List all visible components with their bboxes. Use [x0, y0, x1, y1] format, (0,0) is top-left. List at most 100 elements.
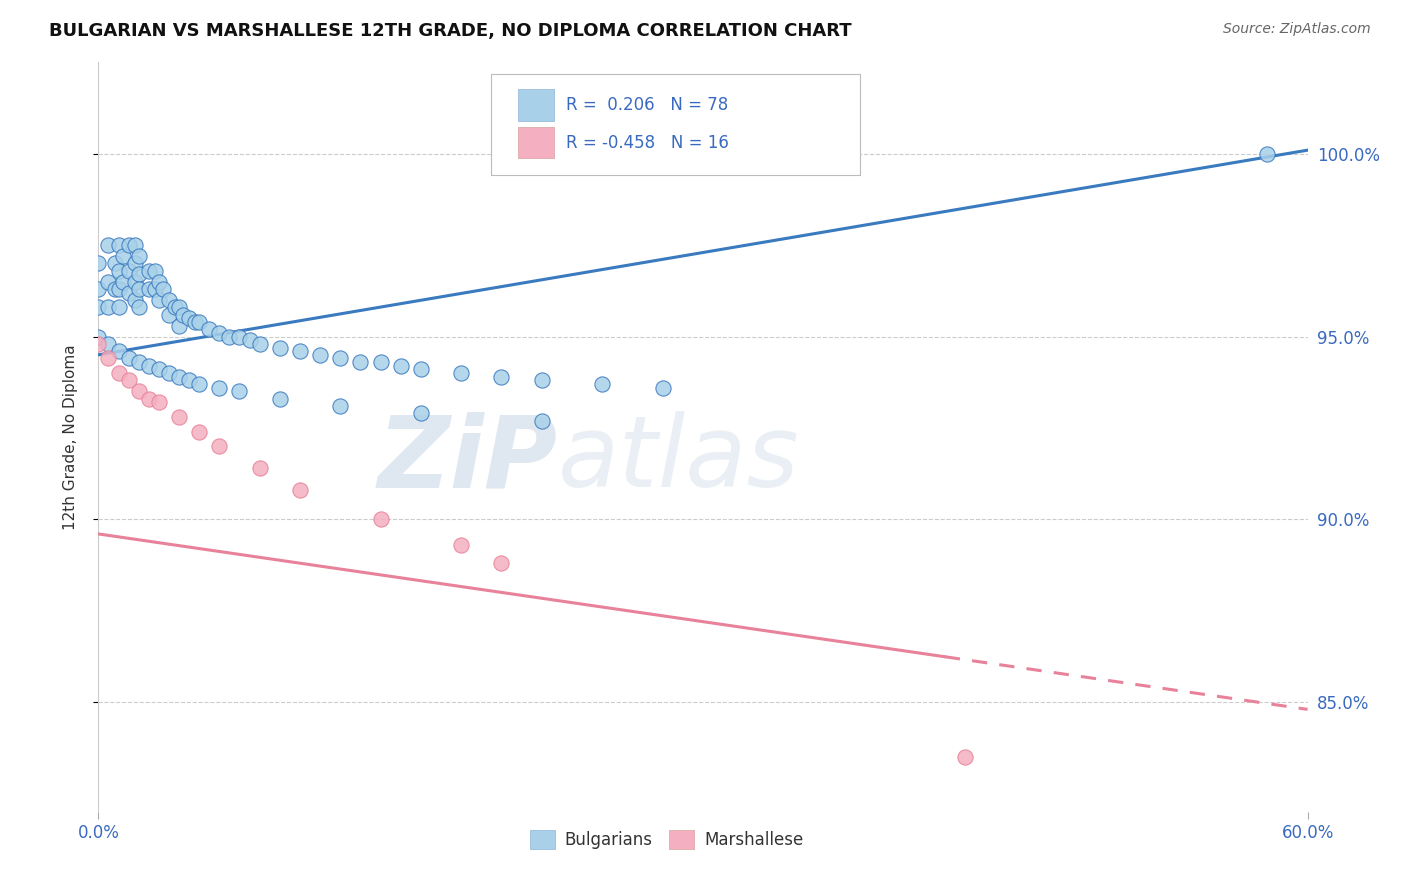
Point — [111, 275, 134, 289]
Point — [118, 238, 141, 252]
Point — [167, 369, 190, 384]
Point — [184, 315, 207, 329]
Point — [124, 275, 146, 289]
Point — [172, 308, 194, 322]
Point — [87, 301, 110, 315]
Point — [491, 556, 513, 570]
Point — [370, 512, 392, 526]
Point — [97, 351, 120, 366]
Point — [128, 282, 150, 296]
Point — [269, 341, 291, 355]
Point — [167, 318, 190, 333]
Point — [87, 256, 110, 270]
Point — [370, 355, 392, 369]
Point — [591, 377, 613, 392]
Point — [269, 392, 291, 406]
FancyBboxPatch shape — [492, 74, 860, 175]
FancyBboxPatch shape — [517, 89, 554, 121]
Point — [111, 249, 134, 263]
Point — [128, 301, 150, 315]
Legend: Bulgarians, Marshallese: Bulgarians, Marshallese — [523, 823, 810, 855]
Point — [157, 308, 180, 322]
FancyBboxPatch shape — [517, 127, 554, 159]
Point — [491, 369, 513, 384]
Point — [97, 238, 120, 252]
Point — [208, 439, 231, 453]
Point — [1256, 146, 1278, 161]
Point — [103, 282, 125, 296]
Text: ZiP: ZiP — [378, 411, 558, 508]
Point — [218, 329, 240, 343]
Point — [167, 409, 190, 424]
Y-axis label: 12th Grade, No Diploma: 12th Grade, No Diploma — [63, 344, 77, 530]
Point — [124, 293, 146, 307]
Point — [128, 384, 150, 399]
Point — [143, 282, 166, 296]
Point — [179, 311, 201, 326]
Point — [953, 750, 976, 764]
Point — [188, 425, 211, 439]
Point — [148, 395, 170, 409]
Point — [530, 414, 553, 428]
Point — [309, 348, 332, 362]
Point — [188, 315, 211, 329]
Point — [389, 359, 412, 373]
Point — [148, 293, 170, 307]
Point — [124, 238, 146, 252]
Point — [138, 264, 160, 278]
Point — [128, 249, 150, 263]
Point — [118, 373, 141, 387]
Point — [97, 337, 120, 351]
Point — [167, 301, 190, 315]
Point — [107, 282, 129, 296]
Point — [148, 275, 170, 289]
Point — [138, 359, 160, 373]
Point — [87, 282, 110, 296]
Point — [409, 406, 432, 420]
Point — [163, 301, 186, 315]
Point — [97, 275, 120, 289]
Text: Source: ZipAtlas.com: Source: ZipAtlas.com — [1223, 22, 1371, 37]
Point — [530, 373, 553, 387]
Point — [128, 268, 150, 282]
Point — [228, 384, 250, 399]
Point — [118, 285, 141, 300]
Point — [198, 322, 221, 336]
Point — [249, 461, 271, 475]
Point — [228, 329, 250, 343]
Point — [157, 366, 180, 380]
Point — [107, 366, 129, 380]
Point — [288, 344, 311, 359]
Point — [152, 282, 174, 296]
Point — [288, 483, 311, 497]
Point — [188, 377, 211, 392]
Point — [249, 337, 271, 351]
Point — [118, 264, 141, 278]
Point — [450, 538, 472, 552]
Point — [107, 264, 129, 278]
Point — [651, 381, 673, 395]
Point — [349, 355, 371, 369]
Point — [208, 326, 231, 340]
Point — [329, 351, 352, 366]
Point — [128, 355, 150, 369]
Text: R =  0.206   N = 78: R = 0.206 N = 78 — [567, 96, 728, 114]
Point — [124, 256, 146, 270]
Point — [148, 362, 170, 376]
Point — [143, 264, 166, 278]
Text: atlas: atlas — [558, 411, 800, 508]
Point — [329, 399, 352, 413]
Point — [138, 282, 160, 296]
Point — [179, 373, 201, 387]
Point — [107, 238, 129, 252]
Text: R = -0.458   N = 16: R = -0.458 N = 16 — [567, 134, 730, 152]
Point — [87, 337, 110, 351]
Point — [138, 392, 160, 406]
Point — [450, 366, 472, 380]
Point — [239, 333, 262, 347]
Point — [103, 256, 125, 270]
Point — [97, 301, 120, 315]
Point — [208, 381, 231, 395]
Text: BULGARIAN VS MARSHALLESE 12TH GRADE, NO DIPLOMA CORRELATION CHART: BULGARIAN VS MARSHALLESE 12TH GRADE, NO … — [49, 22, 852, 40]
Point — [87, 329, 110, 343]
